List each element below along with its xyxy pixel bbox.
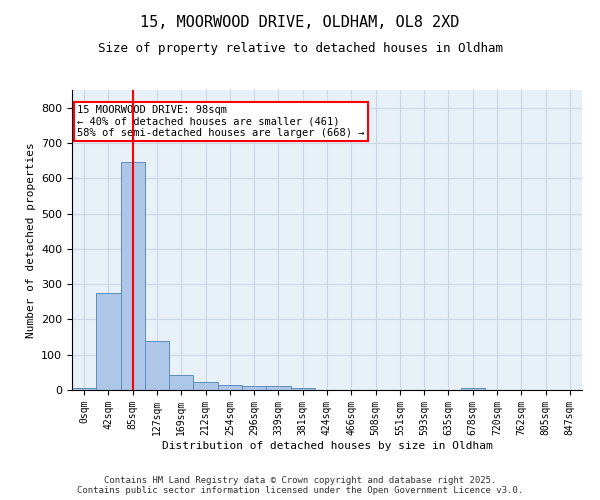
Bar: [145, 340, 169, 390]
Bar: [72, 388, 96, 390]
Bar: [218, 384, 242, 390]
Bar: [290, 388, 315, 390]
Bar: [96, 293, 121, 390]
X-axis label: Distribution of detached houses by size in Oldham: Distribution of detached houses by size …: [161, 440, 493, 450]
Bar: [169, 375, 193, 390]
Bar: [266, 386, 290, 390]
Text: 15, MOORWOOD DRIVE, OLDHAM, OL8 2XD: 15, MOORWOOD DRIVE, OLDHAM, OL8 2XD: [140, 15, 460, 30]
Bar: [193, 382, 218, 390]
Text: 15 MOORWOOD DRIVE: 98sqm
← 40% of detached houses are smaller (461)
58% of semi-: 15 MOORWOOD DRIVE: 98sqm ← 40% of detach…: [77, 105, 365, 138]
Bar: [121, 162, 145, 390]
Y-axis label: Number of detached properties: Number of detached properties: [26, 142, 35, 338]
Bar: [242, 386, 266, 390]
Text: Contains HM Land Registry data © Crown copyright and database right 2025.
Contai: Contains HM Land Registry data © Crown c…: [77, 476, 523, 495]
Text: Size of property relative to detached houses in Oldham: Size of property relative to detached ho…: [97, 42, 503, 55]
Bar: [461, 388, 485, 390]
